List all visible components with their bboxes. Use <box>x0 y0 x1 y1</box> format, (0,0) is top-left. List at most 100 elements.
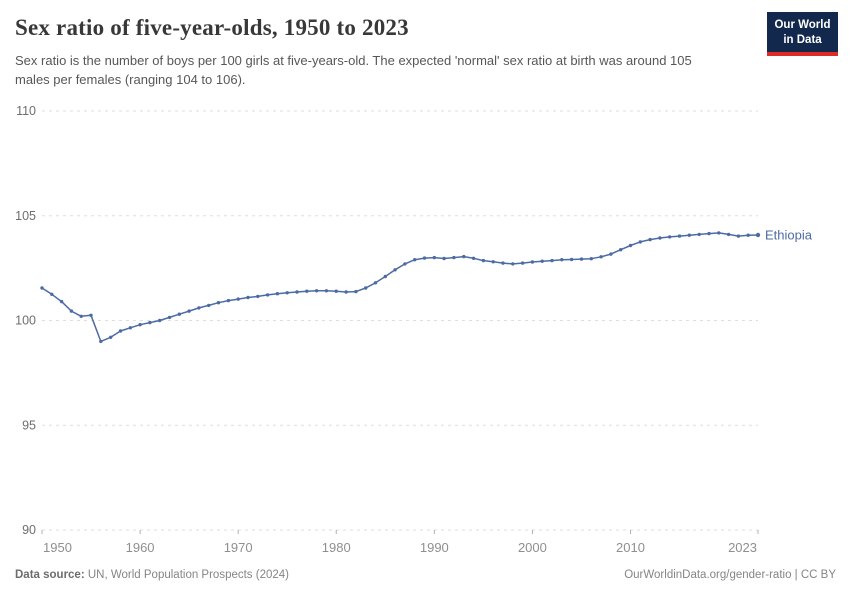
data-point[interactable] <box>246 295 250 300</box>
owid-logo-line1: Our World <box>774 19 831 31</box>
data-point[interactable] <box>648 237 652 242</box>
y-axis-label-105: 105 <box>15 209 36 223</box>
data-point[interactable] <box>432 255 436 260</box>
data-point[interactable] <box>373 281 378 285</box>
owid-logo-accent-bar <box>767 52 838 56</box>
data-point[interactable] <box>99 339 103 344</box>
data-point[interactable] <box>59 299 64 304</box>
owid-logo-line2: in Data <box>783 33 822 46</box>
data-point[interactable] <box>707 231 711 236</box>
data-point[interactable] <box>589 257 593 261</box>
x-axis-label-2023: 2023 <box>728 540 757 555</box>
data-point[interactable] <box>177 312 181 316</box>
y-axis-label-95: 95 <box>22 418 36 432</box>
data-point[interactable] <box>491 260 495 264</box>
data-point[interactable] <box>452 255 456 260</box>
data-point[interactable] <box>334 289 338 293</box>
data-point[interactable] <box>197 306 201 310</box>
chart-subtitle: Sex ratio is the number of boys per 100 … <box>15 53 692 87</box>
data-point[interactable] <box>599 255 603 259</box>
data-point[interactable] <box>383 274 387 279</box>
data-point[interactable] <box>569 257 574 262</box>
credit-link[interactable]: OurWorldinData.org/gender-ratio | CC BY <box>624 569 836 581</box>
data-point[interactable] <box>305 289 309 293</box>
data-point[interactable] <box>275 292 280 296</box>
data-point[interactable] <box>393 268 397 272</box>
chart-footer: Data source: UN, World Population Prospe… <box>15 569 836 581</box>
data-point[interactable] <box>354 289 358 294</box>
data-point[interactable] <box>158 318 162 323</box>
data-point[interactable] <box>226 298 231 303</box>
data-point[interactable] <box>50 292 54 296</box>
x-axis-label-2010: 2010 <box>616 540 645 555</box>
data-point[interactable] <box>736 234 741 238</box>
data-point[interactable] <box>442 256 446 261</box>
data-point[interactable] <box>619 248 623 252</box>
data-point[interactable] <box>687 233 691 237</box>
data-point[interactable] <box>540 259 544 263</box>
data-point[interactable] <box>314 289 319 293</box>
data-point[interactable] <box>471 256 476 260</box>
data-point[interactable] <box>413 258 417 262</box>
data-point[interactable] <box>717 231 721 235</box>
data-point[interactable] <box>755 232 761 238</box>
owid-logo[interactable]: Our World in Data <box>767 12 838 56</box>
data-point[interactable] <box>138 323 142 327</box>
data-point[interactable] <box>501 261 505 265</box>
data-point[interactable] <box>265 293 270 297</box>
data-point[interactable] <box>403 262 407 266</box>
data-source-text: UN, World Population Prospects (2024) <box>84 569 289 581</box>
data-point[interactable] <box>109 335 113 339</box>
data-point[interactable] <box>324 289 329 293</box>
data-point[interactable] <box>658 236 662 240</box>
data-point[interactable] <box>128 326 132 330</box>
chart-title: Sex ratio of five-year-olds, 1950 to 202… <box>15 15 409 40</box>
data-point[interactable] <box>638 240 642 244</box>
data-point[interactable] <box>89 313 93 317</box>
data-point[interactable] <box>167 315 172 320</box>
data-point[interactable] <box>69 309 74 313</box>
data-point[interactable] <box>511 262 515 266</box>
data-point[interactable] <box>697 232 701 237</box>
data-point[interactable] <box>726 232 731 237</box>
data-point[interactable] <box>256 294 260 299</box>
data-point[interactable] <box>746 233 750 237</box>
x-axis-label-1980: 1980 <box>322 540 351 555</box>
data-point[interactable] <box>295 290 299 294</box>
data-point[interactable] <box>236 297 240 301</box>
data-point[interactable] <box>628 243 633 248</box>
x-axis-label-1950: 1950 <box>43 540 72 555</box>
data-point[interactable] <box>668 235 672 239</box>
y-axis-label-100: 100 <box>15 314 36 328</box>
data-point[interactable] <box>481 258 486 263</box>
y-axis-label-110: 110 <box>16 104 36 118</box>
series-line-ethiopia[interactable] <box>41 232 759 343</box>
data-point[interactable] <box>364 286 368 290</box>
data-point[interactable] <box>207 303 211 308</box>
series-label-ethiopia[interactable]: Ethiopia <box>765 228 813 243</box>
data-point[interactable] <box>422 256 427 260</box>
data-point[interactable] <box>520 261 525 265</box>
x-axis-label-1970: 1970 <box>224 540 253 555</box>
data-point[interactable] <box>677 234 682 238</box>
data-point[interactable] <box>79 314 83 318</box>
data-point[interactable] <box>609 252 613 256</box>
data-source-note: Data source: UN, World Population Prospe… <box>15 569 289 581</box>
data-point[interactable] <box>187 309 191 313</box>
data-point[interactable] <box>550 258 554 263</box>
y-axis-label-90: 90 <box>22 523 36 537</box>
data-point[interactable] <box>118 329 123 333</box>
data-point[interactable] <box>579 257 584 261</box>
x-axis-label-1990: 1990 <box>420 540 449 555</box>
data-point[interactable] <box>216 301 221 305</box>
owid-logo-box: Our World in Data <box>767 12 838 52</box>
data-point[interactable] <box>40 286 44 290</box>
data-point[interactable] <box>344 290 348 294</box>
data-point[interactable] <box>285 291 289 295</box>
data-point[interactable] <box>530 260 535 264</box>
data-point[interactable] <box>560 258 564 262</box>
data-point[interactable] <box>148 320 152 325</box>
data-point[interactable] <box>462 254 466 259</box>
